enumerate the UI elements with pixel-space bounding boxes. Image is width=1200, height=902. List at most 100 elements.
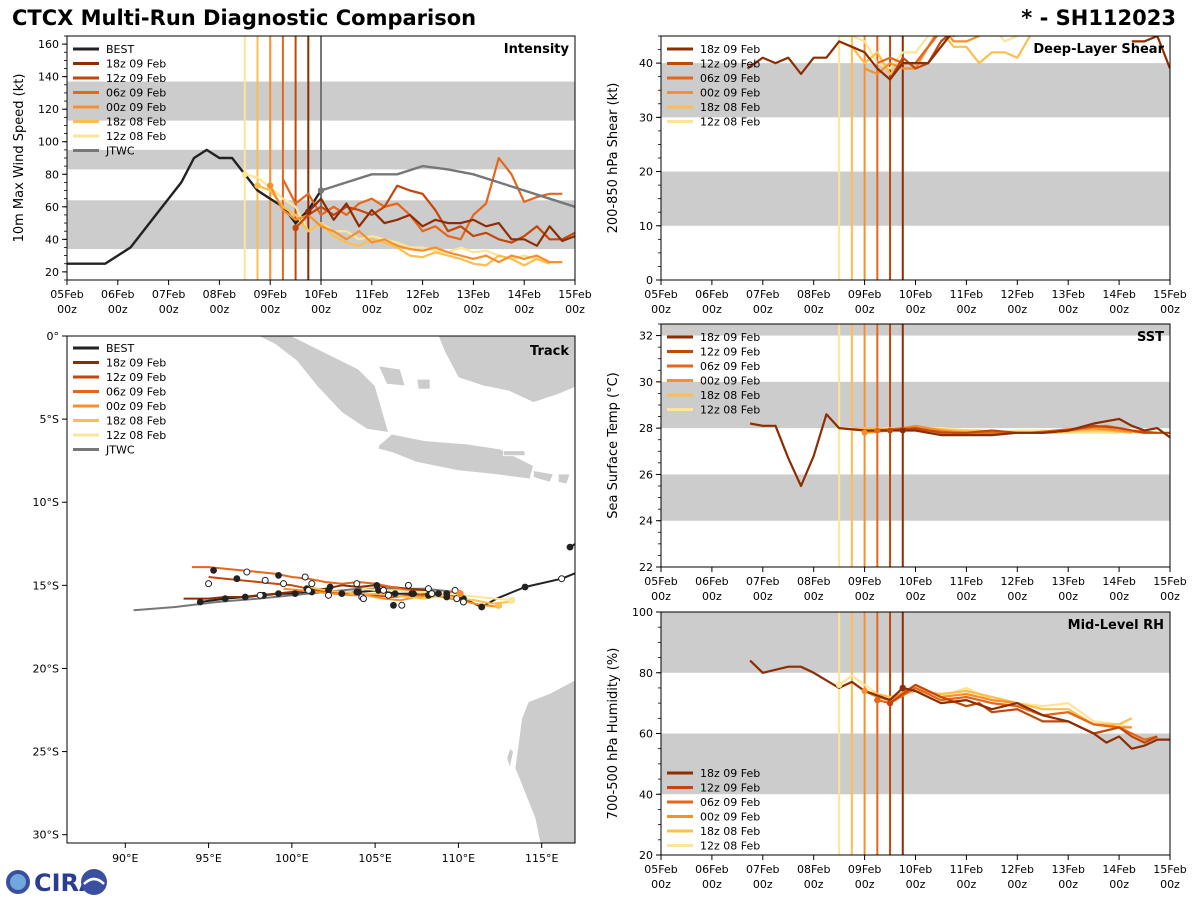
x-tick-sublabel: 00z [906,878,926,891]
x-tick-sublabel: 00z [1058,303,1078,316]
x-tick-label: 05Feb [644,575,677,588]
legend-label: 06z 09 Feb [700,360,760,373]
track-point-open [353,580,361,588]
track-point-open [451,586,459,594]
track-point-open [453,595,461,603]
legend-label: 12z 08 Feb [106,429,166,442]
y-tick-label: 26 [639,468,653,481]
x-tick-label: 06Feb [695,863,728,876]
y-tick-label: 15°S [33,579,59,592]
x-tick-label: 14Feb [507,288,540,301]
legend-label: 18z 09 Feb [700,331,760,344]
land [514,679,575,843]
x-tick-sublabel: 00z [957,590,977,603]
y-axis-label: 10m Max Wind Speed (kt) [12,74,27,243]
x-tick-label: 110°E [442,852,475,865]
land [506,747,514,770]
series-line [1131,36,1170,69]
x-tick-sublabel: 00z [855,590,875,603]
track-point-open [384,591,392,599]
y-tick-label: 100 [38,136,59,149]
panel-track: 90°E 95°E 100°E 105°E 110°E 115°E 0° 5°S 10°S 15°… [33,330,576,865]
x-tick-label: 11Feb [355,288,388,301]
land [502,450,526,457]
track-point-open [243,568,251,576]
land [437,336,575,403]
track-point [196,598,204,606]
init-marker [861,429,868,436]
legend-label: 06z 09 Feb [700,72,760,85]
legend-label: 18z 09 Feb [106,58,166,71]
panel-sst: 22 24 26 28 30 32 05Feb 00z 06Feb 00z 07Feb 00z 08Fe… [606,323,1187,603]
track-point-open [305,586,313,594]
track-point-open [404,581,412,589]
track-point [291,590,299,598]
track-point-open [428,590,436,598]
init-marker [267,182,274,189]
legend-label: 12z 09 Feb [106,72,166,85]
y-tick-label: 0 [646,274,653,287]
plot-area [661,612,1170,855]
x-tick-label: 100°E [275,852,308,865]
track-point [391,590,399,598]
x-tick-label: 09Feb [848,288,881,301]
x-tick-sublabel: 00z [1109,303,1129,316]
legend-label: 00z 09 Feb [106,400,166,413]
panel-rh: 20 40 60 80 100 05Feb 00z 06Feb 00z 07Feb 00z 08Feb… [606,606,1187,891]
x-tick-label: 13Feb [1051,288,1084,301]
series-line [269,185,563,264]
x-tick-sublabel: 00z [311,303,331,316]
land [258,336,390,433]
x-tick-label: 09Feb [848,863,881,876]
x-tick-label: 10Feb [899,863,932,876]
init-marker [861,687,868,695]
land [416,378,431,390]
legend-label: 12z 08 Feb [700,404,760,417]
track-point [521,583,529,591]
x-tick-sublabel: 00z [957,878,977,891]
track-point-open [398,601,406,609]
x-tick-sublabel: 00z [1160,590,1180,603]
x-tick-label: 15Feb [558,288,591,301]
x-tick-label: 11Feb [950,863,983,876]
init-marker [874,696,881,704]
legend-label: 00z 09 Feb [700,375,760,388]
series-line [851,36,1031,76]
x-tick-sublabel: 00z [855,878,875,891]
x-tick-label: 09Feb [253,288,286,301]
track-point [275,590,282,598]
x-tick-sublabel: 00z [210,303,230,316]
track-point [326,583,334,591]
x-tick-label: 05Feb [50,288,83,301]
y-tick-label: 10°S [33,496,59,509]
x-tick-sublabel: 00z [804,590,824,603]
map-area [133,336,575,843]
y-tick-label: 20 [639,849,653,862]
x-tick-label: 10Feb [899,288,932,301]
track-point [210,566,217,574]
x-tick-label: 15Feb [1153,288,1186,301]
category-band [661,733,1170,795]
category-band [661,171,1170,226]
x-tick-label: 08Feb [203,288,236,301]
y-tick-label: 25°S [33,746,59,759]
x-tick-label: 11Feb [950,288,983,301]
track-point [221,595,229,603]
init-marker [317,187,325,194]
legend-label: BEST [106,342,134,355]
track-init-point [508,596,516,604]
series-line [877,686,1158,741]
x-tick-sublabel: 00z [1109,878,1129,891]
init-marker [292,224,299,232]
track-point [410,590,417,598]
y-tick-label: 100 [632,606,653,619]
land [378,433,534,480]
track-point-open [308,580,316,588]
series-line [746,36,951,81]
track-point-open [256,591,264,599]
panel-title: Intensity [504,42,570,57]
series-line [889,683,1158,744]
series-line [876,36,957,65]
track-point-open [205,580,213,588]
series-line [749,659,1170,750]
